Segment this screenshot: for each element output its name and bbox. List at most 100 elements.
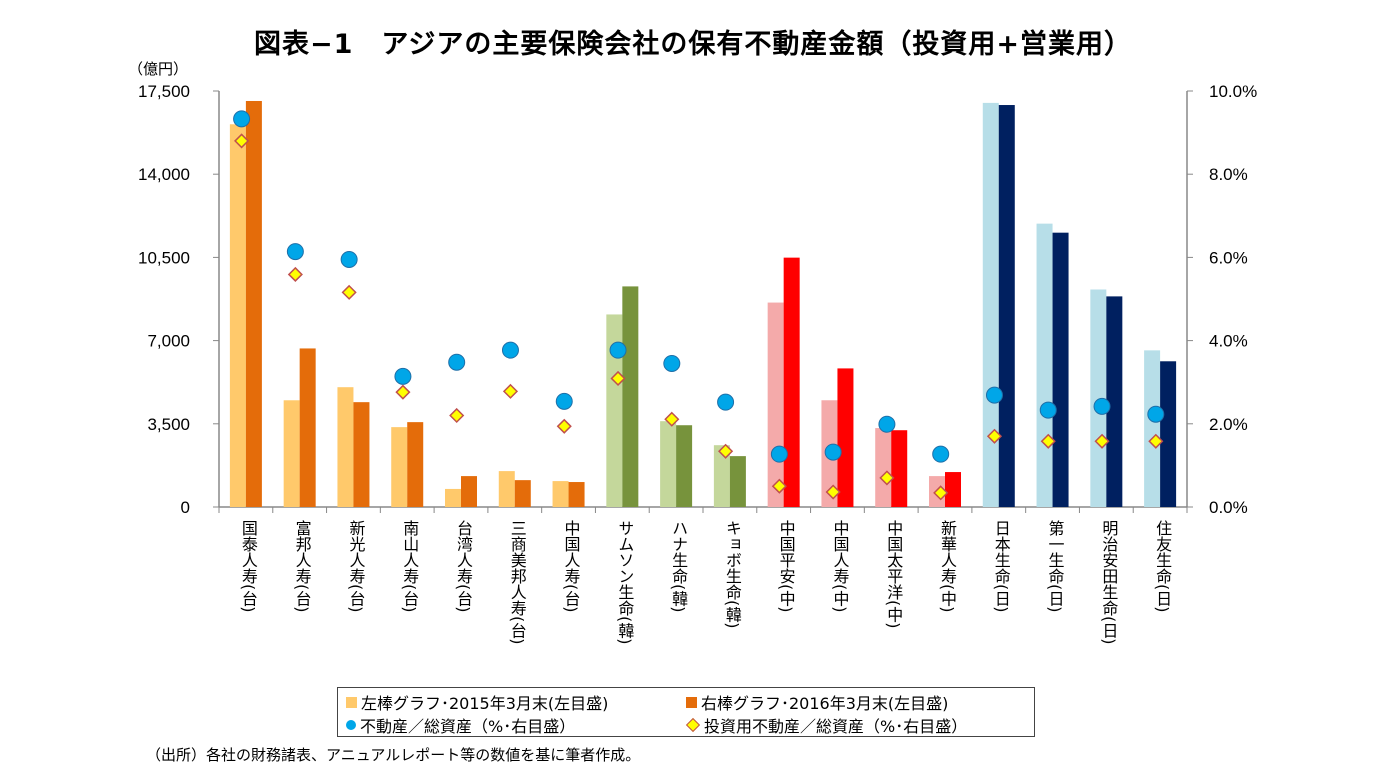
point-realestate-ratio <box>448 353 466 371</box>
category-label: 新華人寿(中) <box>938 520 957 613</box>
bar-2016 <box>299 348 316 507</box>
right-tick-label: 0.0% <box>1209 498 1248 517</box>
category-label: 三商美邦人寿(台) <box>507 520 527 645</box>
point-realestate-ratio <box>286 243 304 261</box>
category-label: 富邦人寿(台) <box>292 520 312 613</box>
bar-2015 <box>1090 289 1107 507</box>
legend-label-2015: 左棒グラフ･2015年3月末(左目盛) <box>361 694 609 713</box>
point-investment-ratio <box>771 478 787 494</box>
point-realestate-ratio <box>932 445 950 463</box>
right-tick-label: 2.0% <box>1209 415 1248 434</box>
left-tick-label: 14,000 <box>138 165 190 184</box>
point-realestate-ratio <box>663 354 681 372</box>
legend-label-2016: 右棒グラフ･2016年3月末(左目盛) <box>701 694 949 713</box>
y-axis-unit: （億円） <box>128 60 189 78</box>
bar-2016 <box>676 425 693 507</box>
bar-2015 <box>982 102 999 507</box>
point-investment-ratio <box>234 133 250 149</box>
point-realestate-ratio <box>394 367 412 385</box>
bar-2016 <box>998 105 1015 507</box>
bar-2015 <box>606 314 623 507</box>
point-realestate-ratio <box>878 415 896 433</box>
bar-2015 <box>875 428 892 507</box>
category-label: 台湾人寿(台) <box>454 520 473 613</box>
bar-2015 <box>498 471 515 507</box>
point-realestate-ratio <box>340 250 358 268</box>
category-label: キョボ生命(韓) <box>722 520 742 629</box>
bar-2016 <box>729 456 746 507</box>
point-investment-ratio <box>933 485 949 501</box>
bar-2015 <box>1036 223 1053 507</box>
point-realestate-ratio <box>985 386 1003 404</box>
bar-2015 <box>1144 350 1161 507</box>
legend-item-2015: 左棒グラフ･2015年3月末(左目盛) <box>346 690 608 714</box>
point-investment-ratio <box>879 470 895 486</box>
bar-2015 <box>713 445 730 507</box>
category-label: 第一生命(日) <box>1045 520 1065 613</box>
right-tick-label: 10.0% <box>1209 82 1257 101</box>
point-realestate-ratio <box>824 443 842 461</box>
category-label: 住友生命(日) <box>1153 520 1173 613</box>
point-investment-ratio <box>395 384 411 400</box>
bar-2016 <box>461 476 477 507</box>
bar-2016 <box>622 286 639 507</box>
left-tick-label: 17,500 <box>138 82 190 101</box>
point-realestate-ratio <box>717 393 735 411</box>
bar-2016 <box>945 472 961 507</box>
left-tick-label: 3,500 <box>147 415 190 434</box>
point-investment-ratio <box>825 484 841 500</box>
legend-item-realestate-ratio: 不動産／総資産（%･右目盛） <box>346 713 575 737</box>
point-investment-ratio <box>986 428 1003 444</box>
bar-2016 <box>514 480 531 507</box>
point-investment-ratio <box>664 411 680 427</box>
point-investment-ratio <box>502 383 519 399</box>
chart-title: 図表−1 アジアの主要保険会社の保有不動産金額（投資用+営業用） <box>254 29 1132 60</box>
point-realestate-ratio <box>501 341 519 359</box>
right-tick-label: 8.0% <box>1209 165 1248 184</box>
bar-2015 <box>229 124 246 507</box>
category-label: 南山人寿(台) <box>400 520 420 613</box>
bar-2016 <box>407 422 424 507</box>
point-investment-ratio <box>1094 433 1110 449</box>
point-investment-ratio <box>610 370 626 387</box>
category-label: サムソン生命(韓) <box>615 520 635 645</box>
diamond-marker-icon <box>685 717 701 733</box>
bar-2015 <box>552 481 569 507</box>
point-realestate-ratio <box>770 445 788 463</box>
point-investment-ratio <box>1148 433 1164 449</box>
bar-2015 <box>337 387 354 507</box>
bar-2015 <box>391 427 408 507</box>
point-investment-ratio <box>718 443 734 459</box>
bar-2016 <box>783 257 800 507</box>
legend-swatch-2016 <box>686 696 697 708</box>
category-label: 中国人寿(中) <box>830 520 850 613</box>
legend-item-2016: 右棒グラフ･2016年3月末(左目盛) <box>686 690 948 714</box>
point-investment-ratio <box>556 418 572 434</box>
legend: 左棒グラフ･2015年3月末(左目盛) 右棒グラフ･2016年3月末(左目盛) … <box>337 687 1035 737</box>
left-tick-label: 10,500 <box>138 248 190 267</box>
legend-label-realestate-ratio: 不動産／総資産（%･右目盛） <box>360 717 576 736</box>
point-investment-ratio <box>1040 433 1056 449</box>
bar-2016 <box>1052 232 1069 507</box>
right-tick-label: 4.0% <box>1209 332 1248 351</box>
bar-2016 <box>353 402 370 507</box>
point-investment-ratio <box>449 407 465 424</box>
bar-2016 <box>837 368 854 507</box>
bar-2016 <box>568 482 585 507</box>
source-note: （出所）各社の財務諸表、アニュアルレポート等の数値を基に筆者作成。 <box>146 746 641 764</box>
category-label: 明治安田生命(日) <box>1099 520 1119 645</box>
bar-2015 <box>767 302 784 507</box>
legend-swatch-2015 <box>346 696 357 708</box>
point-realestate-ratio <box>1093 397 1111 415</box>
category-label: 中国太平洋(中) <box>884 520 904 629</box>
bar-2015 <box>660 421 677 507</box>
legend-label-investment-ratio: 投資用不動産／総資産（%･右目盛） <box>704 717 968 736</box>
category-label: 新光人寿(台) <box>346 520 366 613</box>
category-label: ハナ生命(韓) <box>669 520 689 613</box>
point-realestate-ratio <box>609 341 627 359</box>
category-label: 中国平安(中) <box>776 520 796 613</box>
bar-2016 <box>1106 296 1123 507</box>
bar-2015 <box>445 488 461 507</box>
point-investment-ratio <box>287 266 303 283</box>
